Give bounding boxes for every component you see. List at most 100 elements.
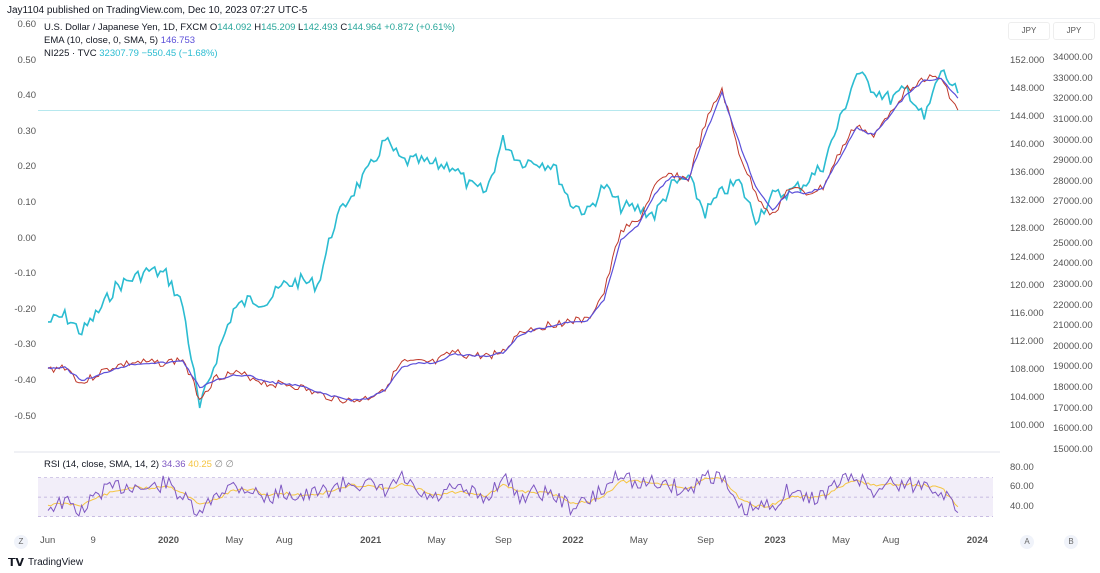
currency-button-usdjpy[interactable]: JPY: [1008, 22, 1050, 40]
low-label: L: [298, 22, 304, 33]
left-axis-tick: -0.50: [14, 410, 36, 422]
ni225-label: NI225 · TVC: [44, 48, 97, 59]
left-axis-tick: -0.10: [14, 268, 36, 280]
ni225-change: −550.45 (−1.68%): [141, 48, 218, 59]
usdjpy-axis-tick: 100.000: [1010, 420, 1045, 432]
chart-frame: [14, 18, 1100, 549]
ni225-axis-tick: 32000.00: [1053, 93, 1093, 105]
x-axis-tick: 2021: [360, 535, 382, 546]
change-value: +0.872 (+0.61%): [384, 22, 455, 33]
usdjpy-axis-tick: 116.000: [1010, 307, 1044, 319]
rsi-axis-tick: 80.00: [1010, 462, 1034, 473]
open-value: 144.092: [217, 22, 252, 33]
ni225-value: 32307.79: [99, 48, 139, 59]
symbol-legend: U.S. Dollar / Japanese Yen, 1D, FXCM O14…: [44, 22, 455, 33]
ema-line: [47, 77, 959, 402]
ni225-axis-tick: 21000.00: [1053, 320, 1093, 332]
ni225-axis-tick: 23000.00: [1053, 278, 1093, 290]
x-axis-tick: May: [427, 535, 446, 546]
left-axis-tick: 0.20: [17, 161, 37, 173]
ni225-axis-tick: 18000.00: [1053, 382, 1093, 394]
close-value: 144.964: [347, 22, 382, 33]
rsi-label: RSI (14, close, SMA, 14, 2): [44, 459, 160, 470]
tradingview-logo-text: TradingView: [28, 557, 84, 568]
ni225-axis-tick: 33000.00: [1053, 72, 1093, 84]
tradingview-logo: 𝗧𝗩 TradingView: [8, 556, 83, 569]
usdjpy-axis-tick: 140.000: [1010, 139, 1045, 151]
rsi-legend: RSI (14, close, SMA, 14, 2) 34.36 40.25 …: [44, 459, 234, 470]
x-axis-tick: 2022: [562, 535, 584, 546]
zoom-reset-button[interactable]: Z: [14, 535, 28, 549]
ni225-axis-tick: 15000.00: [1053, 443, 1093, 455]
usdjpy-axis-tick: 144.000: [1010, 111, 1045, 123]
left-axis-tick: -0.40: [14, 375, 36, 386]
left-axis-tick: 0.30: [17, 125, 37, 137]
ema-legend: EMA (10, close, 0, SMA, 5) 146.753: [44, 35, 195, 46]
ni225-line: [48, 69, 959, 409]
rsi-ma-line: [47, 477, 959, 508]
left-axis-tick: 0.40: [17, 90, 37, 102]
usdjpy-axis-tick: 148.000: [1010, 83, 1045, 95]
x-axis-tick: 2023: [764, 535, 786, 546]
left-axis-tick: -0.30: [14, 339, 36, 351]
usdjpy-axis-tick: 124.000: [1010, 251, 1045, 263]
ni225-legend: NI225 · TVC 32307.79 −550.45 (−1.68%): [44, 48, 218, 59]
usdjpy-axis-tick: 112.000: [1010, 335, 1044, 347]
close-label: C: [340, 22, 348, 33]
rsi-line: [47, 469, 959, 518]
ni225-axis-tick: 19000.00: [1053, 361, 1093, 373]
ni225-axis-tick: 26000.00: [1053, 217, 1093, 229]
x-axis-tick: Sep: [697, 535, 715, 546]
high-value: 145.209: [261, 22, 296, 33]
usdjpy-axis-tick: 108.000: [1010, 363, 1045, 375]
ni225-axis-tick: 27000.00: [1053, 196, 1093, 208]
ni225-axis-tick: 20000.00: [1053, 340, 1093, 352]
ni225-axis-tick: 28000.00: [1053, 175, 1093, 187]
rsi-axis-tick: 60.00: [1010, 481, 1034, 493]
x-axis-tick: May: [629, 535, 648, 546]
ni225-axis-tick: 17000.00: [1053, 402, 1093, 414]
ema-label: EMA (10, close, 0, SMA, 5): [44, 35, 159, 46]
left-axis-tick: 0.60: [17, 19, 37, 30]
rsi-extra: ∅ ∅: [214, 459, 234, 470]
x-axis-tick: May: [831, 535, 850, 546]
x-axis-tick: 2024: [966, 535, 988, 546]
ni225-axis-tick: 25000.00: [1053, 237, 1093, 249]
usdjpy-axis-tick: 152.000: [1010, 55, 1045, 66]
usdjpy-price-line: [47, 74, 959, 404]
ni225-axis-tick: 22000.00: [1053, 299, 1093, 311]
usdjpy-axis-tick: 128.000: [1010, 223, 1045, 235]
ni225-axis-tick: 31000.00: [1053, 113, 1093, 125]
low-value: 142.493: [303, 22, 338, 33]
left-axis-tick: 0.50: [17, 54, 37, 66]
high-label: H: [254, 22, 262, 33]
rsi-value: 34.36: [161, 459, 186, 470]
usdjpy-axis-tick: 104.000: [1010, 391, 1045, 403]
ema-value: 146.753: [160, 35, 196, 46]
rsi-band: [38, 477, 993, 517]
x-axis-tick: 9: [90, 535, 96, 546]
rsi-ma-value: 40.25: [188, 459, 212, 470]
tradingview-logo-icon: 𝗧𝗩: [8, 557, 25, 569]
x-axis-tick: Jun: [40, 535, 56, 546]
x-axis-tick: Aug: [275, 535, 293, 546]
currency-button-ni225[interactable]: JPY: [1053, 22, 1095, 40]
ni225-axis-tick: 16000.00: [1053, 423, 1093, 435]
left-axis-tick: 0.00: [17, 232, 37, 244]
auto-scale-button[interactable]: A: [1020, 535, 1034, 549]
usdjpy-axis-tick: 132.000: [1010, 195, 1045, 207]
left-axis-tick: 0.10: [17, 197, 37, 208]
usdjpy-axis-tick: 136.000: [1010, 167, 1045, 179]
left-axis-tick: -0.20: [14, 303, 36, 315]
ni225-axis-tick: 24000.00: [1053, 258, 1093, 270]
x-axis-tick: Aug: [882, 535, 900, 546]
ni225-axis-tick: 29000.00: [1053, 155, 1093, 167]
open-label: O: [209, 22, 218, 33]
usdjpy-axis-tick: 120.000: [1010, 279, 1045, 291]
rsi-axis-tick: 40.00: [1010, 500, 1034, 512]
published-caption: Jay1104 published on TradingView.com, De…: [7, 5, 308, 16]
log-scale-button[interactable]: B: [1064, 535, 1078, 549]
ni225-axis-tick: 30000.00: [1053, 134, 1093, 146]
symbol-name: U.S. Dollar / Japanese Yen, 1D, FXCM: [44, 22, 208, 33]
